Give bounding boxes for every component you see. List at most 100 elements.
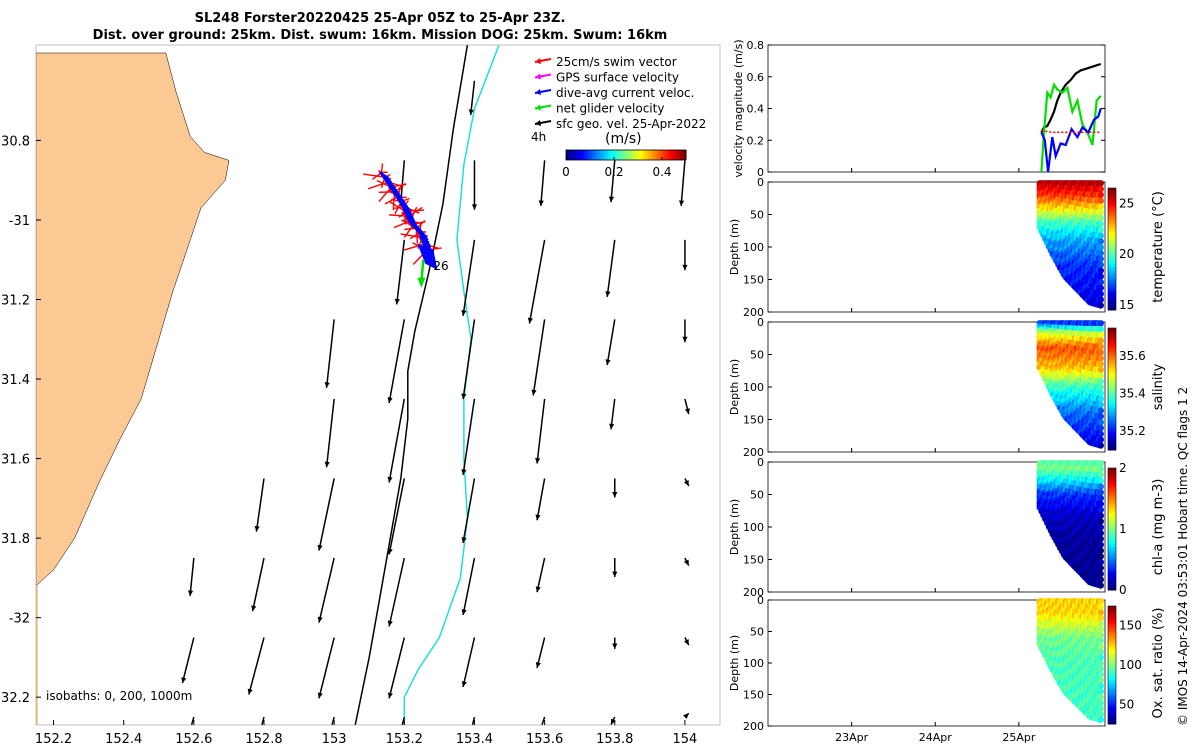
- dive-avg-current-end: [417, 243, 438, 270]
- salinity-colorbar-tick-label: 35.4: [1119, 387, 1146, 401]
- current-arrow: [461, 239, 476, 316]
- temperature-sample: [1097, 255, 1105, 263]
- chlorophyll-colorbar-cell: [1108, 471, 1116, 475]
- current-arrow: [471, 716, 476, 725]
- oxygen-sample: [1097, 699, 1105, 706]
- temperature-colorbar-cell: [1108, 230, 1116, 235]
- oxygen-sample: [1097, 609, 1105, 616]
- chlorophyll-colorbar-frame: [1107, 467, 1117, 591]
- current-arrow-head: [678, 200, 685, 206]
- salinity-ylabel: Depth (m): [728, 359, 741, 415]
- current-arrow: [527, 239, 546, 324]
- current-arrow: [678, 160, 686, 206]
- oxygen-colorbar-cell: [1108, 694, 1116, 698]
- oxygen-colorbar-cell: [1108, 670, 1116, 675]
- current-arrow-head: [608, 196, 615, 203]
- oxygen-sample: [1097, 688, 1105, 695]
- chlorophyll-colorbar-cell: [1108, 568, 1116, 573]
- current-arrow-head: [684, 408, 690, 415]
- colorbar-cell: [604, 150, 607, 160]
- chlorophyll-colorbar-cell: [1108, 483, 1116, 487]
- chlorophyll-colorbar-cell: [1108, 522, 1116, 527]
- map-xtick-label: 153.8: [596, 732, 633, 747]
- chlorophyll-colorbar-label: chl-a (mg m-3): [1151, 479, 1166, 576]
- salinity-colorbar-cell: [1108, 413, 1116, 417]
- oxygen-sample: [1097, 660, 1105, 667]
- current-arrow-shaft: [606, 239, 616, 297]
- current-arrow: [461, 398, 476, 476]
- chlorophyll-colorbar-cell: [1108, 550, 1116, 554]
- chlorophyll-colorbar-cell: [1108, 519, 1116, 524]
- salinity-sample: [1097, 436, 1105, 443]
- salinity-colorbar-cell: [1108, 337, 1116, 341]
- current-arrow-shaft: [536, 478, 546, 521]
- current-arrow-head: [538, 200, 544, 206]
- chlorophyll-sample: [1097, 541, 1105, 548]
- current-arrow-head: [683, 559, 689, 566]
- colorbar-cell: [616, 150, 619, 160]
- colorbar-cell: [648, 150, 651, 160]
- current-arrow-head: [612, 571, 618, 577]
- oxygen-colorbar-cell: [1108, 703, 1116, 707]
- chlorophyll-sample: [1097, 553, 1105, 560]
- swim-vector: [417, 240, 422, 249]
- salinity-colorbar-cell: [1108, 364, 1116, 369]
- temperature-colorbar-cell: [1108, 279, 1116, 284]
- current-arrow: [535, 478, 546, 521]
- oxygen-colorbar-cell: [1108, 620, 1116, 625]
- map-xtick-label: 152.6: [175, 732, 212, 747]
- temperature-colorbar-cell: [1108, 200, 1116, 204]
- oxygen-colorbar-cell: [1108, 662, 1116, 666]
- oxygen-colorbar-cell: [1108, 638, 1116, 642]
- legend-swim-vector-head: [535, 58, 541, 64]
- dive-number-label: 26: [433, 259, 448, 273]
- temperature-colorbar-cell: [1108, 215, 1116, 219]
- salinity-colorbar-cell: [1108, 376, 1116, 381]
- current-arrow-shaft: [462, 478, 476, 544]
- temperature-sample: [1097, 244, 1105, 251]
- current-arrow: [387, 557, 406, 627]
- current-arrow: [683, 712, 690, 719]
- oxygen-sample: [1097, 671, 1105, 678]
- current-arrow: [535, 557, 546, 593]
- current-arrow: [387, 319, 406, 404]
- dive-avg-current: [418, 233, 429, 241]
- chlorophyll-colorbar-cell: [1108, 504, 1116, 509]
- colorbar-cell: [678, 150, 681, 160]
- current-arrow-shaft: [318, 557, 335, 623]
- map-ytick-label: -32: [9, 612, 30, 627]
- colorbar-cell: [618, 150, 621, 160]
- swim-vector: [391, 198, 399, 202]
- swim-vector: [378, 187, 391, 202]
- salinity-ytick-label: 100: [743, 381, 764, 394]
- colorbar-cell: [606, 150, 609, 160]
- chlorophyll-sample: [1097, 570, 1105, 578]
- temperature-colorbar-cell: [1108, 261, 1116, 265]
- map-ytick-label: -31: [9, 214, 30, 229]
- current-arrow-shaft: [680, 160, 686, 206]
- salinity-colorbar-cell: [1108, 428, 1116, 433]
- temperature-colorbar-cell: [1108, 285, 1116, 290]
- dive-avg-current: [405, 214, 416, 222]
- colorbar-cell: [632, 150, 635, 160]
- oxygen-ytick-label: 150: [743, 689, 764, 702]
- oxygen-colorbar-cell: [1108, 644, 1116, 648]
- temperature-panel: 0 50 100 150 200 Depth (m) 25 20 15 temperature (…: [728, 176, 1166, 319]
- temperature-colorbar-cell: [1108, 288, 1116, 293]
- oxygen-colorbar-cell: [1108, 709, 1116, 713]
- temperature-sample: [1097, 197, 1105, 204]
- temperature-colorbar-cell: [1108, 194, 1116, 198]
- temperature-sample: [1097, 290, 1105, 298]
- current-arrow-head: [251, 605, 257, 612]
- chlorophyll-colorbar-cell: [1108, 532, 1116, 536]
- current-arrow-head: [682, 264, 688, 271]
- temperature-colorbar-frame: [1107, 187, 1117, 311]
- oxygen-colorbar-cell: [1108, 606, 1116, 610]
- salinity-sample: [1097, 331, 1105, 339]
- salinity-sample: [1097, 407, 1105, 414]
- velocity-ylabel: velocity magnitude (m/s): [732, 39, 745, 177]
- chlorophyll-sample: [1097, 547, 1105, 554]
- credit-text: © IMOS 14-Apr-2024 03:53:01 Hobart time.…: [1176, 386, 1190, 726]
- current-arrow-shaft: [388, 319, 406, 404]
